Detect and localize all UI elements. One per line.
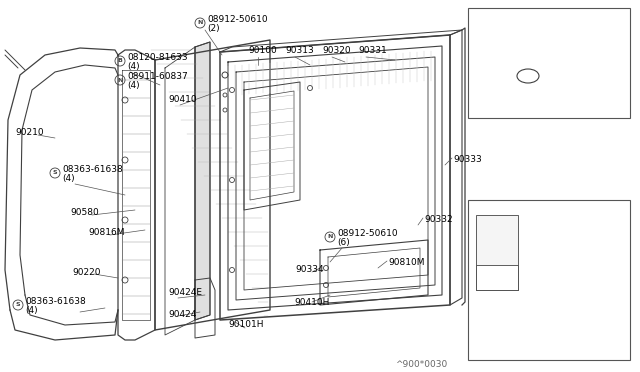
Text: ^900*0030: ^900*0030 bbox=[395, 360, 447, 369]
Text: 90210: 90210 bbox=[15, 128, 44, 137]
Text: (4): (4) bbox=[25, 306, 38, 315]
Text: 99073R: 99073R bbox=[513, 338, 550, 348]
Bar bbox=[468, 200, 630, 360]
Text: 90810M: 90810M bbox=[388, 258, 424, 267]
Text: 90331: 90331 bbox=[358, 46, 387, 55]
Text: 90332: 90332 bbox=[424, 215, 452, 224]
Text: 90334: 90334 bbox=[295, 265, 324, 274]
Text: (2): (2) bbox=[207, 24, 220, 33]
Text: 着用して: 着用して bbox=[478, 233, 488, 237]
Text: 08363-61638: 08363-61638 bbox=[62, 165, 123, 174]
Text: シートベルトを: シートベルトを bbox=[478, 226, 495, 230]
Text: 90816M: 90816M bbox=[88, 228, 125, 237]
Text: 90313: 90313 bbox=[285, 46, 314, 55]
Text: (4): (4) bbox=[62, 174, 75, 183]
Polygon shape bbox=[195, 42, 210, 320]
Text: 90424E: 90424E bbox=[168, 288, 202, 297]
Text: 90424: 90424 bbox=[168, 310, 196, 319]
Text: 08911-60837: 08911-60837 bbox=[127, 72, 188, 81]
Text: 08120-81633: 08120-81633 bbox=[127, 53, 188, 62]
Text: 90333: 90333 bbox=[453, 155, 482, 164]
Text: 90580: 90580 bbox=[70, 208, 99, 217]
Text: TOUCH: TOUCH bbox=[479, 275, 500, 280]
Text: (4): (4) bbox=[127, 81, 140, 90]
Text: ください: ください bbox=[478, 240, 488, 244]
Bar bbox=[468, 8, 630, 118]
Text: 90410H: 90410H bbox=[294, 298, 330, 307]
Text: 警告: 警告 bbox=[478, 219, 483, 223]
Text: N: N bbox=[327, 234, 333, 240]
Text: (4): (4) bbox=[127, 62, 140, 71]
Text: N: N bbox=[117, 77, 123, 83]
Text: 90220: 90220 bbox=[72, 268, 100, 277]
Text: 90101H: 90101H bbox=[228, 320, 264, 329]
Text: 08912-50610: 08912-50610 bbox=[337, 229, 397, 238]
Text: 90410: 90410 bbox=[168, 95, 196, 104]
Text: (6): (6) bbox=[337, 238, 349, 247]
Text: N: N bbox=[197, 20, 203, 26]
Bar bbox=[476, 215, 518, 290]
Text: B: B bbox=[118, 58, 122, 64]
Text: 90100: 90100 bbox=[248, 46, 276, 55]
Text: S: S bbox=[52, 170, 58, 176]
Text: 08363-61638: 08363-61638 bbox=[25, 297, 86, 306]
Text: 90320: 90320 bbox=[322, 46, 351, 55]
Text: S: S bbox=[16, 302, 20, 308]
Text: 08912-50610: 08912-50610 bbox=[207, 15, 268, 24]
Text: 90410J: 90410J bbox=[506, 22, 540, 32]
Bar bbox=[476, 265, 518, 290]
Text: DON'T: DON'T bbox=[479, 267, 498, 272]
